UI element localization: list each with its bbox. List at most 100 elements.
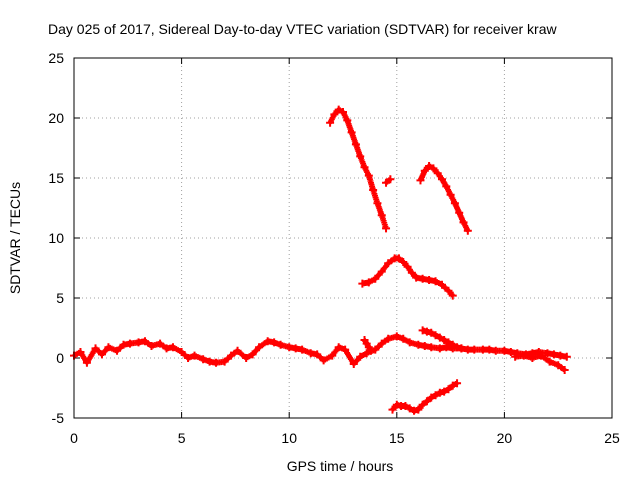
data-point [425,276,434,284]
y-axis-ticks: -5 0 5 10 15 20 25 [48,50,612,426]
data-point [410,406,419,415]
data-point [437,175,446,184]
series-arc-2 [416,162,472,235]
data-point [125,339,134,348]
data-point [405,338,414,347]
data-point [528,354,537,362]
data-point [437,280,446,289]
data-point [386,175,395,184]
data-point [326,118,335,127]
data-point [392,332,401,341]
data-point [448,381,457,390]
data-point [435,344,444,353]
data-point [377,211,386,220]
data-point [306,349,315,358]
data-point [414,405,423,414]
data-point [212,358,221,367]
data-point [414,340,423,349]
data-point [147,342,156,350]
series-tail-noise [511,351,569,374]
y-tick-label: 5 [56,290,64,306]
data-point [420,166,429,175]
data-point [141,337,150,346]
data-point [233,346,242,355]
data-point [399,334,408,343]
data-point [444,286,453,295]
x-tick-label: 20 [497,430,513,446]
data-point [384,334,393,343]
data-point [364,171,373,180]
series-hump [358,254,457,300]
series-trail [384,176,394,185]
data-point [313,350,322,359]
data-point [453,379,462,388]
x-tick-label: 15 [389,430,405,446]
series-baseline-noise [70,332,571,368]
data-point [371,274,380,283]
data-point [431,277,440,286]
x-tick-label: 25 [604,430,620,446]
x-axis-ticks: 0 5 10 15 20 25 [70,58,620,446]
data-point [276,340,285,349]
data-point [388,405,397,414]
y-tick-label: 20 [48,110,64,126]
data-point [549,350,558,359]
data-point [248,350,257,359]
data-point [351,140,360,149]
data-point [356,152,365,161]
data-point [450,199,459,208]
data-point [459,218,468,227]
data-point [418,400,427,409]
data-point [455,208,464,217]
data-point [382,178,391,187]
data-point [560,366,569,374]
data-point [457,344,466,353]
data-point [91,344,100,353]
data-point [82,358,91,367]
data-point [255,343,264,352]
data-point [422,327,431,336]
data-point [291,344,300,353]
data-point [418,274,427,283]
data-point [506,348,515,356]
data-point [384,259,393,268]
data-point [416,176,425,185]
data-point [270,338,279,347]
series-short-segment-2 [382,175,395,187]
data-series [70,105,571,415]
data-point [205,357,214,366]
data-point [134,338,143,347]
data-point [220,357,229,366]
data-point [242,354,251,362]
data-point [97,350,106,359]
data-point [330,110,339,119]
data-point [347,128,356,137]
data-point [427,328,436,337]
data-point [418,326,427,335]
data-point [500,346,509,355]
data-point [341,345,350,354]
x-tick-label: 5 [178,430,186,446]
data-point [399,258,408,266]
data-point [536,351,545,360]
series-trail [327,106,390,232]
data-point [440,336,449,344]
data-point [156,339,165,348]
data-point [377,339,386,348]
data-point [113,346,122,355]
data-point [162,344,171,353]
data-point [407,268,416,277]
data-point [285,343,294,352]
x-axis-label: GPS time / hours [287,458,394,474]
data-point [356,352,365,361]
data-point [190,351,199,360]
data-point [431,331,440,340]
data-point [427,343,436,352]
data-point [444,385,453,394]
data-point [328,351,337,360]
data-point [422,397,431,406]
plot-frame [73,57,613,419]
data-point [405,404,414,413]
data-point [433,169,442,178]
data-point [76,348,85,356]
